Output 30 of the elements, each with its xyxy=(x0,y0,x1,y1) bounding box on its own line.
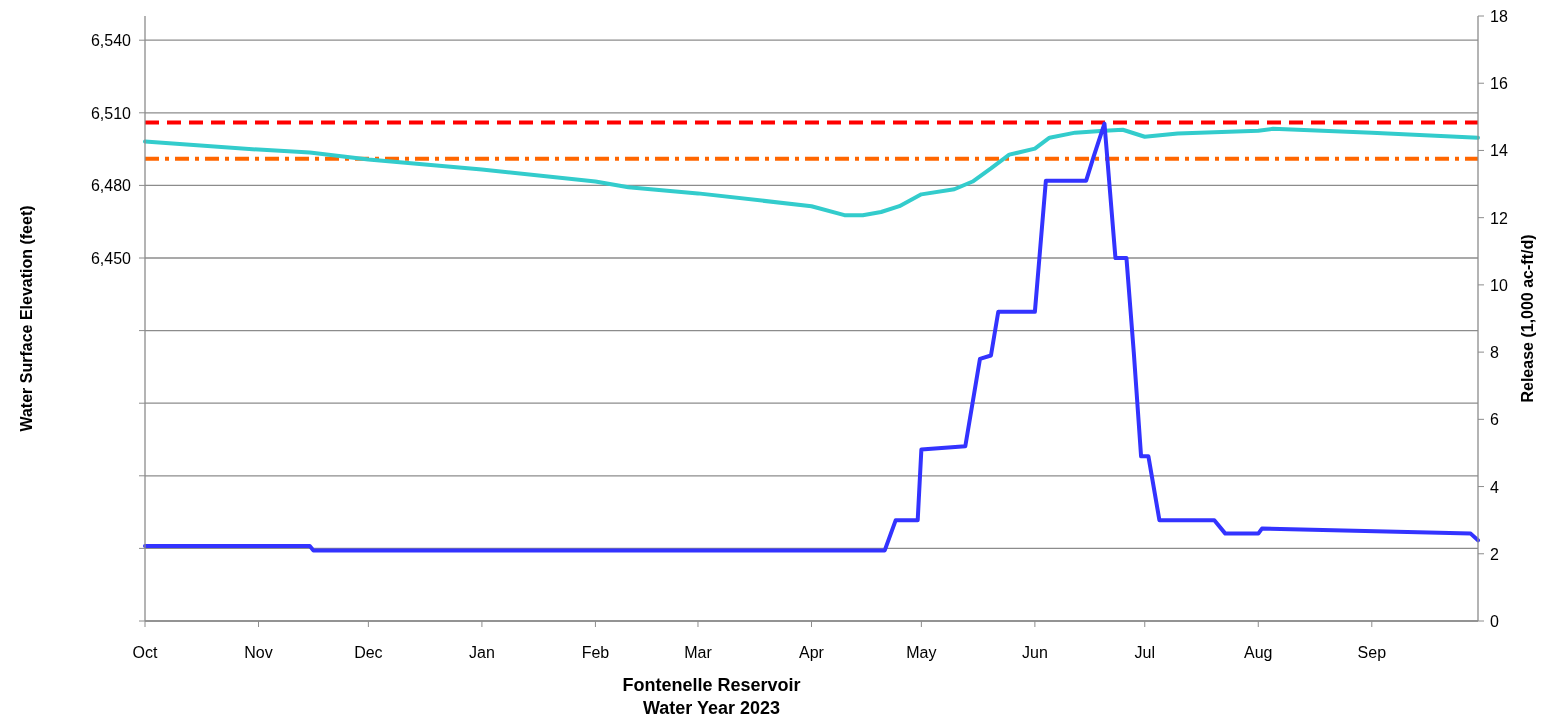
y-tick-label: 6,540 xyxy=(90,32,132,50)
y-axis-title: Water Surface Elevation (feet) xyxy=(18,205,35,432)
y2-tick-label: 8 xyxy=(1490,344,1499,362)
x-tick-label: Apr xyxy=(799,644,825,661)
x-tick-label: Jul xyxy=(1134,644,1155,661)
y-tick-label: 6,450 xyxy=(90,250,132,267)
y-tick-label: 6,510 xyxy=(90,104,132,122)
y2-tick-label: 6 xyxy=(1490,411,1499,429)
y2-tick-label: 10 xyxy=(1490,276,1508,294)
x-tick-label: May xyxy=(906,644,937,661)
x-tick-label: Jan xyxy=(469,644,495,661)
y2-tick-label: 2 xyxy=(1490,545,1499,563)
y2-axis-title: Release (1,000 ac-ft/d) xyxy=(1519,234,1536,403)
text: Fontenelle Reservoir xyxy=(622,675,801,695)
x-tick-label: Jun xyxy=(1021,644,1048,661)
y-tick-label: 6,480 xyxy=(90,177,132,195)
x-tick-label: Nov xyxy=(244,644,273,661)
y2-tick-label: 16 xyxy=(1490,75,1508,93)
y2-tick-label: 14 xyxy=(1490,142,1508,160)
y2-tick-label: 0 xyxy=(1490,613,1499,630)
x-tick-label: Aug xyxy=(1244,644,1273,661)
y2-tick-label: 4 xyxy=(1490,478,1499,496)
text: Water Year 2023 xyxy=(642,698,781,718)
x-tick-label: Dec xyxy=(354,644,383,661)
x-tick-label: Oct xyxy=(132,644,158,661)
y2-tick-label: 18 xyxy=(1490,8,1508,25)
y2-tick-label: 12 xyxy=(1490,209,1508,227)
x-tick-label: Feb xyxy=(581,644,610,661)
x-tick-label: Sep xyxy=(1357,644,1387,661)
x-tick-label: Mar xyxy=(684,644,713,661)
